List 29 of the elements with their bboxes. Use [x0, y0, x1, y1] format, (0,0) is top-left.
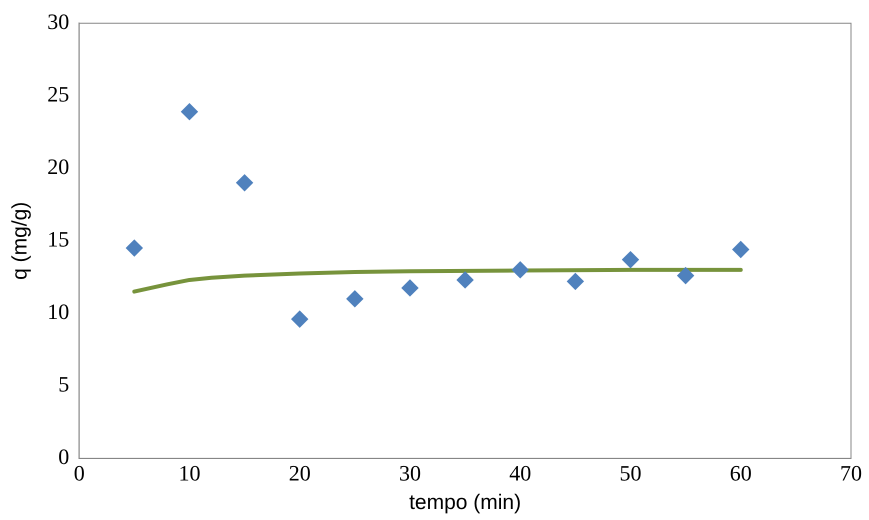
x-axis-title: tempo (min): [409, 491, 522, 514]
point: [622, 251, 639, 268]
point: [236, 174, 254, 192]
x-tick-label: 10: [178, 460, 200, 486]
y-tick-label: 30: [47, 8, 70, 34]
y-tick-label: 15: [47, 226, 70, 252]
point: [512, 261, 529, 278]
y-tick-label: 20: [47, 154, 70, 180]
point: [732, 241, 750, 258]
point: [456, 271, 474, 288]
y-tick-label: 0: [58, 444, 70, 470]
x-tick-label: 20: [288, 460, 311, 486]
point: [677, 267, 694, 284]
x-tick-label: 30: [398, 460, 421, 486]
point: [401, 279, 418, 296]
y-tick-label: 10: [47, 299, 70, 324]
point: [291, 310, 308, 328]
x-tick-label: 40: [509, 460, 532, 486]
point: [180, 103, 198, 120]
x-tick-label: 60: [730, 460, 752, 486]
y-tick-label: 5: [58, 372, 70, 397]
y-axis-title: q (mg/g): [8, 202, 32, 280]
y-tick-label: 25: [47, 82, 70, 107]
x-tick-label: 70: [840, 460, 862, 486]
point: [126, 240, 143, 257]
point: [566, 272, 584, 290]
point: [346, 290, 364, 308]
x-tick-label: 50: [619, 460, 642, 486]
x-tick-label: 0: [74, 460, 85, 486]
